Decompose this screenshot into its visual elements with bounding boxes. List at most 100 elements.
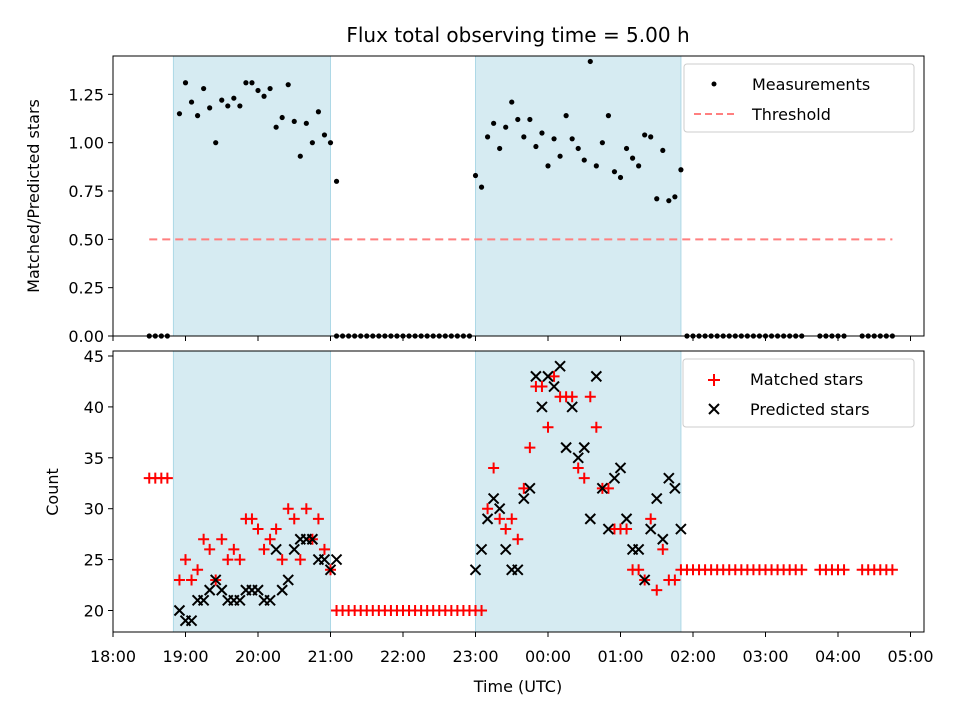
predicted-star-marker <box>578 441 590 454</box>
matched-star-marker <box>645 513 657 525</box>
matched-star-marker <box>578 472 590 484</box>
measurement-point <box>678 167 684 173</box>
predicted-star-marker <box>469 564 482 576</box>
legend-measurements-label: Measurements <box>752 75 870 94</box>
matched-star-marker <box>234 554 246 566</box>
matched-star-marker <box>482 503 494 515</box>
measurement-point <box>201 85 207 92</box>
predicted-star-marker <box>216 584 228 596</box>
matched-star-marker <box>518 482 530 494</box>
predicted-star-marker <box>632 543 645 556</box>
predicted-star-marker <box>252 584 264 596</box>
measurement-point <box>521 134 527 140</box>
measurement-point <box>593 163 599 169</box>
measurement-point <box>249 80 255 86</box>
y-tick-label: 1.25 <box>68 85 104 104</box>
predicted-star-marker <box>530 370 542 383</box>
matched-star-marker <box>886 564 898 576</box>
predicted-star-marker <box>645 523 657 535</box>
predicted-star-marker <box>330 553 343 566</box>
predicted-star-marker <box>608 472 621 484</box>
predicted-star-marker <box>548 380 560 393</box>
predicted-star-marker <box>270 543 282 556</box>
predicted-star-marker <box>638 574 651 586</box>
matched-star-marker <box>796 564 808 576</box>
measurement-point <box>648 134 654 140</box>
measurement-point <box>303 120 309 126</box>
measurement-point <box>333 178 340 184</box>
measurement-point <box>497 145 503 152</box>
measurement-point <box>587 58 593 65</box>
measurement-point <box>309 140 315 146</box>
matched-star-marker <box>657 543 669 555</box>
measurement-point <box>261 93 267 99</box>
measurement-point <box>255 87 261 94</box>
predicted-star-marker <box>512 564 524 576</box>
matched-star-marker <box>512 533 524 545</box>
legend-predicted-marker <box>708 403 720 415</box>
measurement-point <box>503 124 509 130</box>
top-legend: Measurements Threshold <box>683 63 915 133</box>
predicted-star-marker <box>536 401 548 413</box>
matched-star-marker <box>584 391 596 403</box>
top-shaded-regions <box>172 55 682 337</box>
measurement-point <box>291 118 297 125</box>
top-y-ticks: 0.00 0.25 0.50 0.75 1.00 1.25 <box>68 85 113 346</box>
measurement-point <box>563 113 569 119</box>
bottom-y-axis-label: Count <box>43 468 62 516</box>
predicted-star-marker <box>282 574 294 586</box>
matched-star-marker <box>633 564 645 576</box>
predicted-star-marker <box>276 584 288 596</box>
predicted-star-marker <box>306 533 319 545</box>
x-tick-label: 23:00 <box>452 647 498 666</box>
y-tick-label: 40 <box>84 398 104 417</box>
bottom-panel: 20 25 30 35 40 45 18:00 19:00 20:00 21:00 22:00 23… <box>43 347 934 696</box>
legend-matched-label: Matched stars <box>750 370 863 389</box>
matched-star-marker <box>572 462 584 474</box>
measurement-point <box>491 120 497 126</box>
legend-matched-marker <box>708 374 720 386</box>
measurement-point <box>575 145 581 152</box>
measurement-point <box>231 95 237 101</box>
x-tick-label: 03:00 <box>742 647 788 666</box>
y-tick-label: 0.25 <box>68 279 104 298</box>
shaded-interval <box>172 350 331 633</box>
x-tick-label: 22:00 <box>380 647 426 666</box>
matched-star-marker <box>506 513 518 525</box>
measurement-point <box>176 111 183 117</box>
predicted-star-marker <box>542 370 554 383</box>
measurement-point <box>642 132 648 138</box>
x-tick-label: 05:00 <box>887 647 933 666</box>
measurement-point <box>527 116 533 123</box>
matched-star-marker <box>651 584 663 596</box>
predicted-star-marker <box>584 513 596 525</box>
measurement-point <box>629 155 636 161</box>
x-tick-label: 01:00 <box>597 647 643 666</box>
measurement-point <box>623 145 630 152</box>
measurement-point <box>509 99 515 105</box>
shaded-interval <box>475 350 682 633</box>
measurement-point <box>611 169 618 175</box>
measurement-point <box>545 163 551 169</box>
y-tick-label: 0.00 <box>68 327 104 346</box>
matched-star-marker <box>542 421 554 433</box>
measurement-point <box>243 80 249 86</box>
matched-star-marker <box>669 574 681 586</box>
matched-star-marker <box>228 543 240 555</box>
measurement-point <box>599 140 605 146</box>
matched-star-marker <box>494 513 506 525</box>
matched-star-marker <box>216 533 228 545</box>
measurement-point <box>194 113 201 119</box>
bottom-y-ticks: 20 25 30 35 40 45 <box>84 347 113 621</box>
matched-star-marker <box>524 442 536 454</box>
measurement-point <box>569 136 575 142</box>
predicted-star-marker <box>596 482 609 495</box>
matched-star-marker <box>488 462 500 474</box>
x-tick-label: 18:00 <box>90 647 136 666</box>
matched-star-marker <box>192 564 204 576</box>
measurement-point <box>182 80 189 86</box>
bottom-shaded-regions <box>172 350 682 633</box>
measurement-point <box>188 99 195 105</box>
predicted-star-marker <box>675 523 687 535</box>
measurement-point <box>207 105 213 111</box>
